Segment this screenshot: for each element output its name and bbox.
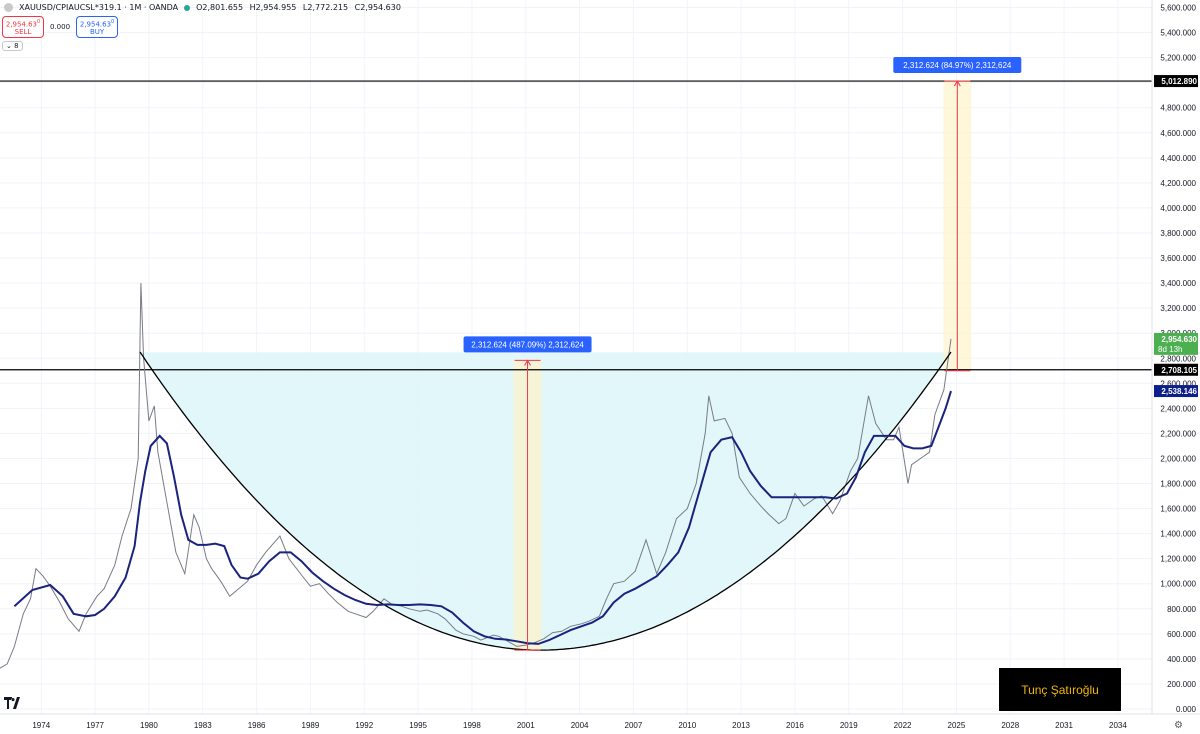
x-tick-label: 2031 (1055, 721, 1073, 730)
countdown-label: 8d 13h (1158, 345, 1182, 354)
y-tick-label: 1,400.000 (1160, 530, 1196, 539)
x-tick-label: 2013 (732, 721, 750, 730)
tradingview-logo-icon[interactable] (4, 697, 26, 709)
symbol-icon (4, 3, 13, 12)
x-tick-label: 1998 (463, 721, 481, 730)
level-badge-bg (1154, 363, 1198, 376)
y-tick-label: 2,200.000 (1160, 429, 1196, 438)
x-tick-label: 1983 (194, 721, 212, 730)
x-tick-label: 2001 (517, 721, 535, 730)
x-tick-label: 2028 (1001, 721, 1019, 730)
ma-value-badge-bg (1154, 385, 1198, 398)
x-tick-label: 2019 (840, 721, 858, 730)
y-tick-label: 2,400.000 (1160, 404, 1196, 413)
market-status-icon (184, 4, 191, 11)
y-tick-label: 3,800.000 (1160, 229, 1196, 238)
price-line (0, 283, 952, 669)
y-tick-label: 1,600.000 (1160, 505, 1196, 514)
cup-curve[interactable] (139, 351, 952, 651)
buy-price: 2,954.63 (79, 20, 112, 29)
x-tick-label: 2025 (948, 721, 966, 730)
y-tick-label: 200.000 (1167, 680, 1196, 689)
buy-label: BUY (89, 28, 105, 37)
ma-value-badge: 2,538.146 (1161, 387, 1197, 396)
y-tick-label: 5,200.000 (1160, 54, 1196, 63)
y-tick-label: 2,800.000 (1160, 354, 1196, 363)
time-axis[interactable] (0, 714, 1200, 734)
sell-button[interactable]: 2,954.630 SELL (2, 16, 44, 39)
x-tick-label: 2016 (786, 721, 804, 730)
x-tick-label: 1977 (86, 721, 104, 730)
level-badge-bg (1154, 75, 1198, 88)
low-value: L2,772.215 (302, 3, 349, 12)
y-tick-label: 1,800.000 (1160, 480, 1196, 489)
chart-legend: XAUUSD/CPIAUCSL*319.1 · 1M · OANDA O2,80… (4, 3, 405, 12)
y-tick-label: 4,200.000 (1160, 179, 1196, 188)
level-badge: 2,708.105 (1161, 366, 1197, 375)
lots-toggle[interactable]: ⌄ 8 (2, 41, 23, 51)
measure-label-bg (893, 57, 1022, 74)
y-tick-label: 3,400.000 (1160, 279, 1196, 288)
x-tick-label: 1974 (32, 721, 50, 730)
y-tick-label: 2,600.000 (1160, 379, 1196, 388)
lots-value: 8 (14, 42, 19, 50)
settings-gear-icon[interactable]: ⚙ (1174, 720, 1183, 731)
y-tick-label: 3,200.000 (1160, 304, 1196, 313)
y-tick-label: 1,000.000 (1160, 580, 1196, 589)
trading-panel: 2,954.630 SELL 0.000 2,954.630 BUY (2, 16, 119, 39)
y-tick-label: 3,600.000 (1160, 254, 1196, 263)
x-tick-label: 1989 (302, 721, 320, 730)
y-tick-label: 4,400.000 (1160, 154, 1196, 163)
cup-fill (139, 352, 952, 651)
close-value: C2,954.630 (354, 3, 401, 12)
x-tick-label: 1986 (248, 721, 266, 730)
level-badge: 5,012.890 (1161, 77, 1197, 86)
open-value: O2,801.655 (196, 3, 244, 12)
high-value: H2,954.955 (249, 3, 297, 12)
y-tick-label: 1,200.000 (1160, 555, 1196, 564)
buy-button[interactable]: 2,954.630 BUY (76, 16, 119, 39)
measure-arrow-icon (524, 359, 531, 366)
measure-arrow-icon (953, 80, 961, 87)
x-tick-label: 1995 (409, 721, 427, 730)
ohlc-values: O2,801.655 H2,954.955 L2,772.215 C2,954.… (196, 3, 405, 12)
sell-price: 2,954.63 (5, 20, 37, 29)
measure-label: 2,312.624 (84.97%) 2,312,624 (903, 61, 1012, 70)
sell-price-sup: 0 (36, 19, 41, 25)
buy-price-sup: 0 (111, 19, 115, 25)
author-badge: Tunç Şatıroğlu (999, 668, 1121, 711)
last-price-badge-bg (1154, 332, 1198, 355)
sell-label: SELL (14, 28, 32, 37)
x-tick-label: 2007 (625, 721, 643, 730)
last-price-badge: 2,954.630 (1161, 335, 1197, 344)
y-tick-label: 4,000.000 (1160, 204, 1196, 213)
x-tick-label: 1992 (355, 721, 373, 730)
x-tick-label: 2022 (894, 721, 912, 730)
y-tick-label: 800.000 (1167, 605, 1196, 614)
y-tick-label: 400.000 (1167, 655, 1196, 664)
moving-average-line (13, 390, 952, 645)
symbol-title[interactable]: XAUUSD/CPIAUCSL*319.1 · 1M · OANDA (19, 3, 179, 12)
x-tick-label: 2034 (1109, 721, 1127, 730)
y-tick-label: 5,400.000 (1160, 29, 1196, 38)
x-tick-label: 1980 (140, 721, 158, 730)
measure-label-bg (463, 336, 592, 353)
spread-value: 0.000 (50, 23, 71, 32)
x-tick-label: 2010 (678, 721, 696, 730)
y-tick-label: 5,600.000 (1160, 4, 1196, 13)
y-tick-label: 0.000 (1176, 705, 1197, 714)
x-tick-label: 2004 (571, 721, 589, 730)
y-tick-label: 600.000 (1167, 630, 1196, 639)
measure-label: 2,312.624 (487.09%) 2,312,624 (471, 340, 584, 349)
y-tick-label: 2,000.000 (1160, 454, 1196, 463)
y-tick-label: 4,600.000 (1160, 129, 1196, 138)
y-tick-label: 4,800.000 (1160, 104, 1196, 113)
author-name: Tunç Şatıroğlu (1021, 682, 1099, 697)
